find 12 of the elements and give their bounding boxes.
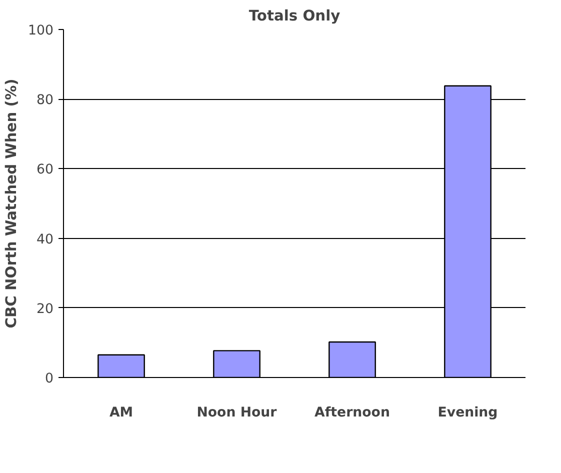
x-tick-label: Afternoon [314,406,390,420]
y-tick-label: 40 [36,232,54,248]
x-tick-label: AM [109,406,134,420]
x-tick-label: Evening [438,406,498,420]
y-axis-title: CBC NOrth Watched When (%) [3,78,20,328]
x-tick-label: Noon Hour [196,406,278,420]
y-tick-label: 60 [36,162,54,178]
y-tick-label: 20 [36,302,54,317]
y-tick-label: 0 [45,372,54,386]
y-tick-label: 80 [36,93,54,108]
chart-title: Totals Only [248,8,341,24]
y-tick-label: 100 [28,24,54,38]
